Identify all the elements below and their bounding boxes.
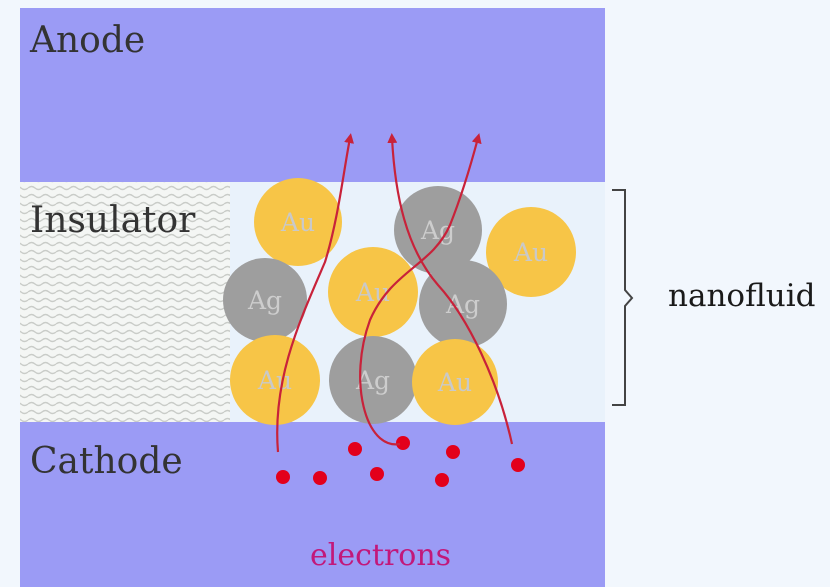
- au-particle-label: Au: [513, 238, 548, 267]
- ag-particle-label: Ag: [445, 290, 480, 319]
- electron-dot: [446, 445, 460, 459]
- electron-path-arrow: [359, 133, 482, 446]
- au-particle: [328, 247, 418, 337]
- anode-label: Anode: [29, 20, 145, 61]
- electron-dot: [511, 458, 525, 472]
- electron-path-arrow: [387, 133, 514, 445]
- ag-particle: [329, 336, 417, 424]
- ag-particle: [419, 260, 507, 348]
- ag-particle-label: Ag: [420, 216, 455, 245]
- electron-path-arrow: [276, 133, 354, 453]
- cathode-label: Cathode: [30, 441, 183, 482]
- cathode-electrode: [20, 422, 605, 587]
- au-particle-label: Au: [355, 278, 390, 307]
- au-particle-label: Au: [257, 366, 292, 395]
- ag-particle: [223, 258, 307, 342]
- au-particle: [230, 335, 320, 425]
- electron-paths: [276, 133, 514, 453]
- electron-dot: [370, 467, 384, 481]
- nanofluid-bracket: [612, 189, 634, 406]
- nanofluid-label: nanofluid: [668, 278, 815, 314]
- electron-dot: [348, 442, 362, 456]
- electron-dot: [313, 471, 327, 485]
- insulator-pattern: [20, 182, 230, 422]
- au-particle: [254, 178, 342, 266]
- au-particle-label: Au: [437, 368, 472, 397]
- au-particle: [412, 339, 498, 425]
- electrons-label: electrons: [310, 538, 451, 573]
- au-particle-label: Au: [280, 208, 315, 237]
- insulator-label: Insulator: [30, 200, 196, 241]
- electron-dot: [276, 470, 290, 484]
- electron-dot: [435, 473, 449, 487]
- electron-dots: [276, 436, 525, 487]
- au-particle: [486, 207, 576, 297]
- electron-dot: [396, 436, 410, 450]
- ag-particle-label: Ag: [247, 286, 282, 315]
- anode-electrode: [20, 8, 605, 182]
